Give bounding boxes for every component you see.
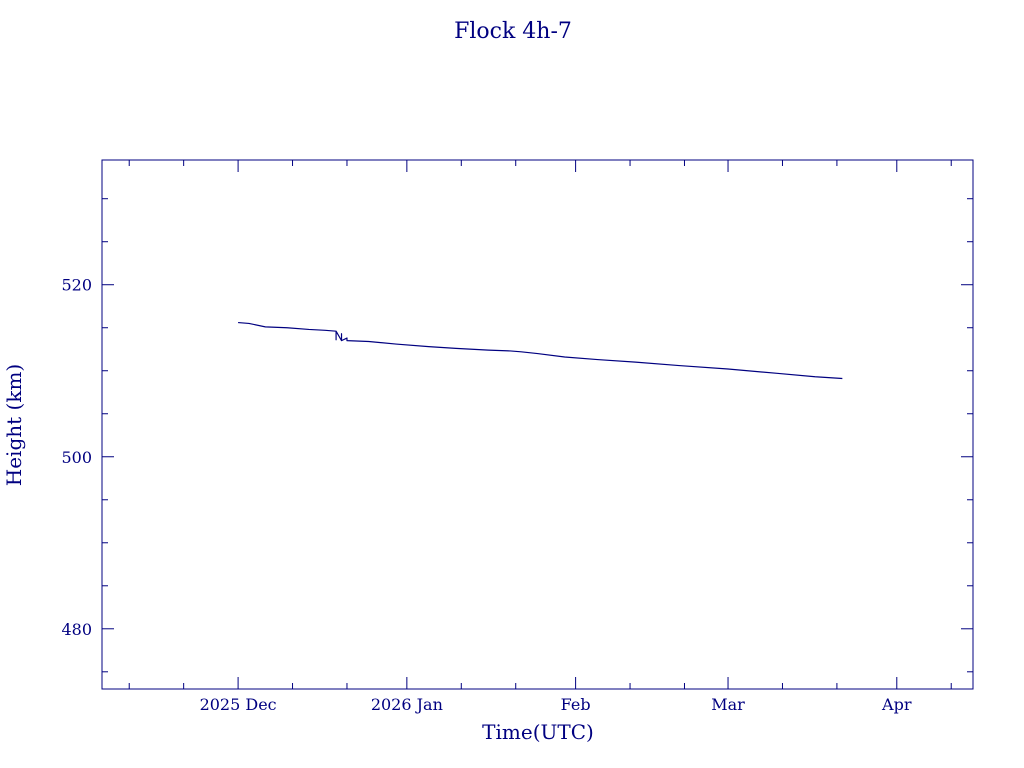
y-axis-ticks [102, 198, 973, 673]
x-axis-title: Time(UTC) [482, 720, 594, 744]
y-axis-title: Height (km) [2, 364, 26, 486]
x-axis-tick-labels: 2025 Dec 2026 Jan Feb Mar Apr [200, 695, 912, 714]
x-tick-label: Mar [711, 695, 745, 714]
y-tick-label: 500 [61, 448, 92, 467]
x-tick-label: 2026 Jan [371, 695, 443, 714]
y-tick-label: 480 [61, 620, 92, 639]
chart-title: Flock 4h-7 [454, 19, 572, 44]
y-tick-label: 520 [61, 276, 92, 295]
x-axis-ticks [128, 160, 952, 689]
plot-frame [101, 159, 974, 690]
x-tick-label: Feb [561, 695, 591, 714]
x-tick-label: Apr [881, 695, 912, 714]
series-line-0 [238, 321, 843, 380]
series-layer [238, 321, 843, 380]
y-axis-tick-labels: 480 500 520 [61, 276, 92, 639]
x-tick-label: 2025 Dec [200, 695, 277, 714]
